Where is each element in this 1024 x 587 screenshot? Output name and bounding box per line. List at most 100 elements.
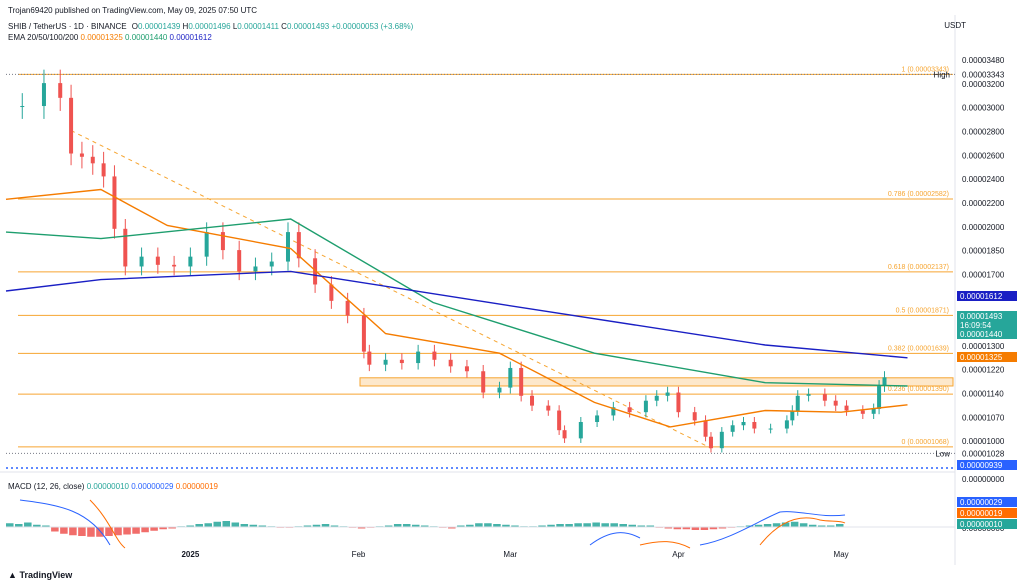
candle-body	[345, 300, 350, 316]
y-tick-label: 0.00001140	[962, 390, 1004, 399]
candle-body	[833, 400, 838, 406]
macd-histogram-bar	[357, 527, 366, 529]
macd-histogram-bar	[448, 527, 456, 529]
macd-histogram-bar	[321, 524, 330, 527]
y-tick-label: 0.00003200	[962, 80, 1005, 89]
ohlc-high: 0.00001496	[188, 22, 231, 31]
macd-histogram-bar	[123, 527, 131, 535]
ema200-value: 0.00001612	[169, 33, 212, 42]
macd-histogram-bar	[817, 525, 826, 527]
macd-histogram-bar	[87, 527, 95, 537]
candle-body	[101, 163, 106, 177]
price-tag	[957, 352, 1017, 362]
macd-tag-value: 0.00000010	[960, 520, 1003, 529]
macd-signal-line	[89, 499, 846, 549]
macd-histogram-bar	[691, 527, 700, 530]
candle-body	[730, 425, 735, 432]
y-tick-label: 0.00001220	[962, 366, 1005, 375]
candle-body	[399, 359, 404, 364]
symbol-legend[interactable]: SHIB / TetherUS · 1D · BINANCE O0.000014…	[8, 22, 413, 31]
macd-histogram-bar	[538, 525, 546, 527]
macd-histogram-bar	[312, 524, 321, 527]
macd-histogram-bar	[411, 524, 420, 527]
candle-body	[877, 385, 882, 409]
tv-logo-icon: ▲	[8, 570, 17, 580]
macd-histogram-bar	[330, 525, 339, 527]
macd-histogram-bar	[69, 527, 77, 536]
ema20-value: 0.00001325	[80, 33, 123, 42]
macd-histogram-bar	[502, 524, 510, 527]
y-tick-label: 0.00002000	[962, 223, 1005, 232]
macd-histogram-bar	[195, 524, 203, 527]
macd-histogram-bar	[393, 524, 402, 527]
candle-body	[611, 407, 616, 416]
macd-histogram-bar	[150, 527, 158, 531]
ema-legend-label: EMA 20/50/100/200	[8, 33, 79, 42]
macd-histogram-bar	[475, 523, 483, 527]
y-tick-label: 0.00002600	[962, 151, 1005, 160]
macd-histogram-bar	[303, 525, 312, 527]
candle-body	[69, 97, 74, 154]
candle-body	[237, 250, 242, 272]
candle-body	[79, 153, 84, 157]
candle-body	[139, 256, 144, 267]
macd-hist-value: 0.00000010	[86, 482, 129, 491]
candle-body	[464, 366, 469, 372]
macd-histogram-bar	[763, 524, 772, 527]
candle-body	[204, 232, 209, 257]
macd-histogram-bar	[159, 527, 167, 530]
macd-histogram-bar	[835, 524, 844, 527]
candle-body	[860, 410, 865, 414]
y-tick-label: 0.00001700	[962, 270, 1005, 279]
fib-level-label: 0.786 (0.00002582)	[888, 191, 949, 198]
candle-body	[508, 367, 513, 388]
candle-body	[58, 83, 63, 98]
candle-body	[416, 351, 421, 364]
price-tag-countdown: 16:09:54	[960, 321, 992, 330]
macd-histogram-bar	[105, 527, 113, 536]
candle-body	[329, 284, 334, 301]
macd-tag	[957, 519, 1017, 529]
price-tag	[957, 460, 1017, 470]
candle-body	[562, 430, 567, 439]
candle-body	[123, 228, 128, 267]
macd-histogram-bar	[213, 521, 222, 527]
y-tick-label: 0.00001000	[962, 437, 1005, 446]
macd-histogram-bar	[114, 527, 122, 536]
tv-brand: TradingView	[19, 570, 73, 580]
macd-histogram-bar	[493, 524, 501, 527]
candle-body	[790, 410, 795, 421]
macd-histogram-bar	[60, 527, 68, 534]
candle-body	[432, 351, 437, 360]
candle-body	[296, 232, 301, 259]
candle-body	[546, 405, 551, 411]
macd-histogram-bar	[826, 525, 835, 527]
ema20-line	[5, 188, 908, 428]
currency-label[interactable]: USDT	[944, 21, 966, 30]
macd-legend[interactable]: MACD (12, 26, close) 0.00000010 0.000000…	[8, 482, 218, 491]
macd-histogram-bar	[709, 527, 718, 530]
ema-legend[interactable]: EMA 20/50/100/200 0.00001325 0.00001440 …	[8, 33, 212, 42]
candle-body	[172, 264, 177, 267]
macd-histogram-bar	[141, 527, 149, 533]
candle-body	[557, 410, 562, 431]
macd-histogram-bar	[420, 525, 429, 527]
candle-body	[481, 371, 486, 393]
candle-body	[285, 232, 290, 262]
ohlc-high-label: H	[182, 22, 189, 31]
high-label: High	[934, 70, 950, 79]
price-tag-value: 0.00000939	[960, 461, 1003, 470]
macd-histogram-bar	[168, 527, 176, 529]
tradingview-logo[interactable]: ▲ TradingView	[8, 570, 72, 580]
y-tick-label: 0.00001850	[962, 247, 1005, 256]
macd-histogram-bar	[33, 524, 41, 527]
price-tag-ema50: 0.00001440	[960, 330, 1003, 339]
macd-histogram-bar	[457, 525, 465, 527]
x-tick-label: May	[834, 550, 849, 559]
ema200-line	[5, 270, 908, 359]
macd-histogram-bar	[583, 523, 591, 527]
candle-body	[530, 395, 535, 406]
candle-body	[519, 367, 524, 396]
y-tick-label: 0.00002800	[962, 127, 1005, 136]
